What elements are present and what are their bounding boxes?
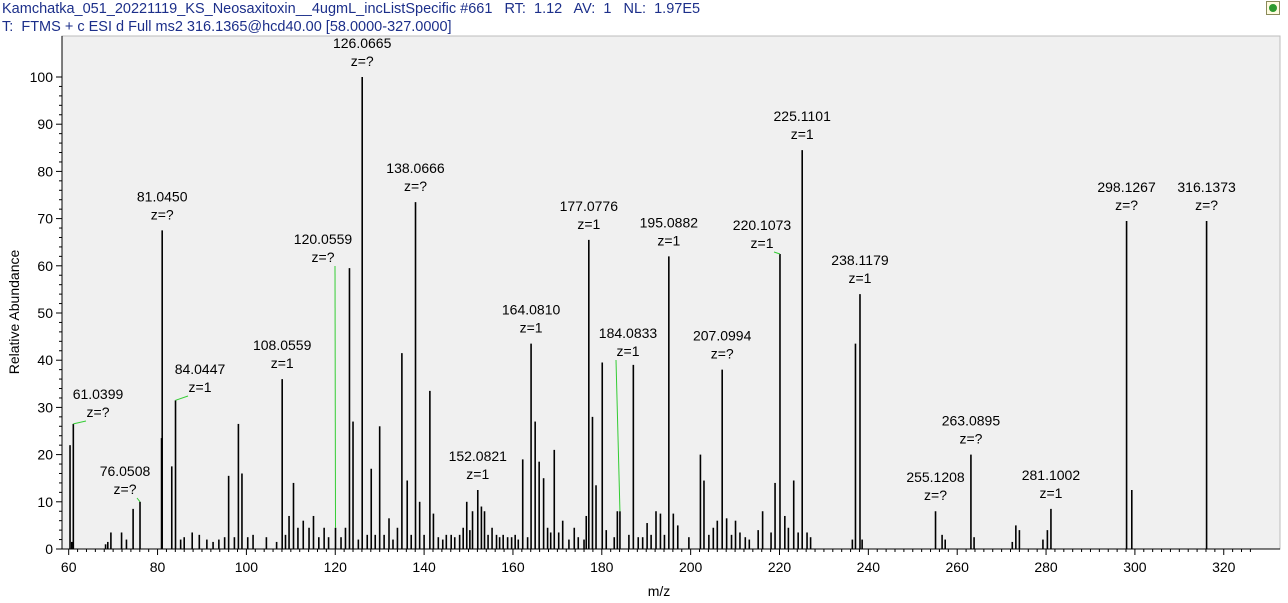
peak-label-mz: 316.1373 [1177,179,1236,195]
peak-label-mz: 177.0776 [560,198,619,214]
filter-header: T: FTMS + c ESI d Full ms2 316.1365@hcd4… [2,19,452,35]
peak-label-mz: 184.0833 [599,325,658,341]
peaks [69,77,1208,549]
peak-label-mz: 263.0895 [942,413,1001,429]
y-tick-label: 70 [37,211,53,227]
peak-label-charge: z=1 [189,379,212,395]
x-tick-label: 220 [768,559,792,575]
peak-label-mz: 255.1208 [906,469,965,485]
peak-label-mz: 120.0559 [294,231,353,247]
peak-label-charge: z=? [1195,197,1218,213]
peak-label-mz: 281.1002 [1022,467,1081,483]
y-tick-label: 10 [37,494,53,510]
x-tick-label: 160 [501,559,525,575]
peak-label-charge: z=1 [466,466,489,482]
peak-label-mz: 108.0559 [253,337,312,353]
x-tick-label: 240 [857,559,881,575]
peak-label-charge: z=? [87,404,110,420]
peak-label-charge: z=1 [657,232,680,248]
y-tick-label: 50 [37,305,53,321]
peak-label-charge: z=1 [271,355,294,371]
peak-label-charge: z=? [711,346,734,362]
x-tick-label: 200 [679,559,703,575]
peak-label-mz: 76.0508 [100,463,151,479]
peak-label-mz: 298.1267 [1097,179,1156,195]
peak-label-charge: z=? [351,53,374,69]
x-tick-label: 120 [324,559,348,575]
x-tick-label: 320 [1212,559,1236,575]
peak-label-charge: z=? [312,249,335,265]
x-tick-label: 180 [590,559,614,575]
peak-label-charge: z=1 [577,216,600,232]
plot-area [61,35,1281,550]
label-leader [615,359,621,512]
y-tick-label: 60 [37,258,53,274]
peak-label-mz: 126.0665 [333,35,392,51]
peak-label-charge: z=? [1115,197,1138,213]
peak-label-charge: z=? [404,178,427,194]
x-axis-label: m/z [648,583,671,599]
peak-label-charge: z=1 [1039,485,1062,501]
peak-label-mz: 195.0882 [640,214,699,230]
peak-label-mz: 138.0666 [386,160,445,176]
x-tick-label: 260 [946,559,970,575]
peak-label-charge: z=? [959,431,982,447]
peak-label-charge: z=1 [520,320,543,336]
peak-label-mz: 238.1179 [831,252,889,268]
peak-label-mz: 61.0399 [73,386,124,402]
x-tick-label: 300 [1123,559,1147,575]
y-tick-label: 30 [37,399,53,415]
label-leader [773,251,781,255]
peak-label-charge: z=? [924,487,947,503]
peak-label-charge: z=1 [791,126,814,142]
peak-label-mz: 84.0447 [175,361,226,377]
peak-label-charge: z=1 [849,270,872,286]
label-leaders [73,251,781,528]
peak-label-charge: z=1 [751,235,774,251]
label-leader [73,420,87,425]
label-leader [136,497,141,503]
peak-label-mz: 220.1073 [733,217,792,233]
peak-label-charge: z=1 [617,343,640,359]
peak-labels: 61.0399 z=? 76.0508 z=? 81.0450 z=? 84.0447 z=1… [73,35,1236,503]
x-tick-label: 280 [1034,559,1058,575]
y-axis-label: Relative Abundance [6,250,22,375]
x-tick-label: 100 [235,559,259,575]
y-tick-label: 80 [37,163,53,179]
x-tick-label: 80 [150,559,166,575]
peak-label-mz: 207.0994 [693,328,752,344]
y-tick-label: 20 [37,447,53,463]
scan-header: Kamchatka_051_20221119_KS_Neosaxitoxin__… [2,1,701,17]
peak-label-mz: 225.1101 [774,108,832,124]
y-tick-label: 90 [37,116,53,132]
label-leader [175,395,189,401]
peak-label-charge: z=? [114,481,137,497]
peak-label-mz: 152.0821 [449,448,508,464]
x-tick-label: 60 [61,559,77,575]
y-tick-label: 40 [37,352,53,368]
peak-label-mz: 164.0810 [502,302,561,318]
peak-label-mz: 81.0450 [137,188,188,204]
peak-label-charge: z=? [151,206,174,222]
y-tick-label: 100 [30,69,54,85]
status-icon[interactable] [1266,1,1280,15]
x-tick-label: 140 [412,559,436,575]
y-tick-label: 0 [45,541,53,557]
